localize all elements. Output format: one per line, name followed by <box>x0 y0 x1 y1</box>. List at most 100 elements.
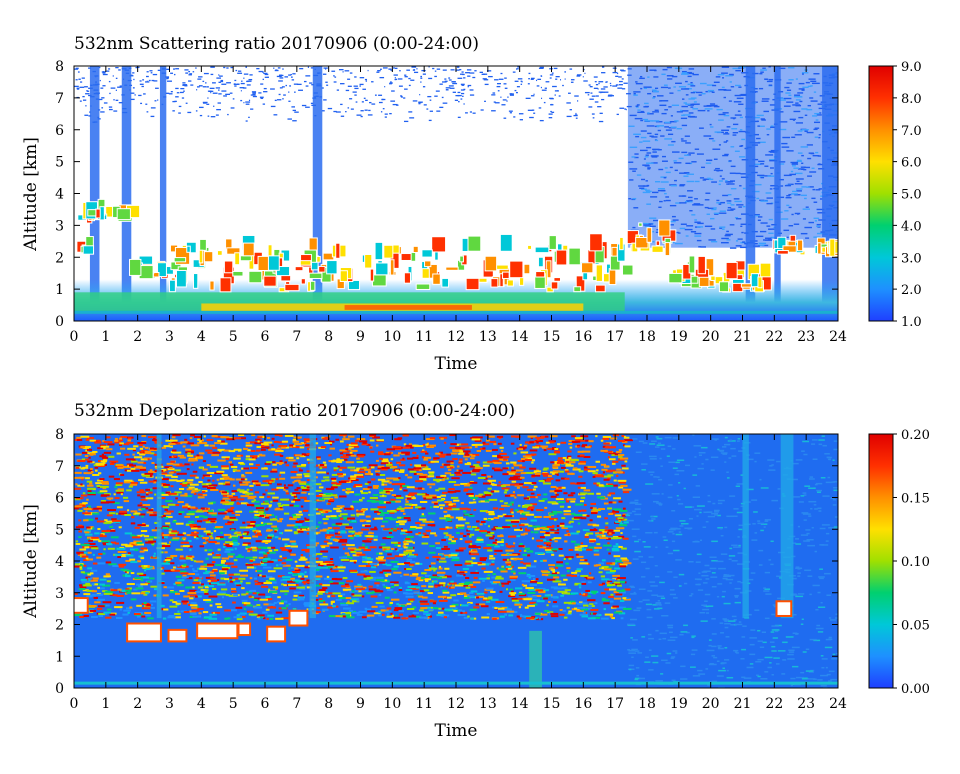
depol-speckle <box>325 479 330 481</box>
noise-speckle <box>691 161 696 162</box>
depol-speckle <box>467 526 471 528</box>
noise-speckle <box>740 226 742 227</box>
noise-speckle <box>218 102 221 103</box>
depol-speckle <box>324 578 332 580</box>
cloud-cell <box>384 245 393 258</box>
depol-speckle <box>523 554 528 556</box>
noise-speckle <box>237 73 242 74</box>
depol-speckle <box>342 489 345 491</box>
y-tick-label: 7 <box>55 91 64 107</box>
noise-speckle <box>458 92 461 93</box>
depol-speckle <box>379 606 385 608</box>
depol-speckle <box>299 511 302 513</box>
noise-speckle <box>795 173 802 174</box>
depol-speckle <box>246 582 251 584</box>
noise-speckle <box>689 112 694 113</box>
depol-speckle <box>421 572 426 574</box>
noise-speckle <box>531 95 534 96</box>
depol-speckle <box>234 616 243 618</box>
noise-speckle <box>243 78 244 79</box>
depol-speckle <box>202 483 207 485</box>
noise-speckle <box>791 193 798 194</box>
depol-speckle <box>169 472 174 474</box>
depol-speckle <box>577 531 581 533</box>
cloud-cell <box>416 284 430 289</box>
noise-speckle <box>74 68 78 69</box>
depol-speckle <box>245 493 253 495</box>
depol-speckle <box>250 577 253 579</box>
noise-speckle <box>655 134 658 135</box>
noise-speckle <box>517 86 520 87</box>
noise-speckle <box>685 135 690 136</box>
noise-speckle <box>368 110 370 111</box>
depol-speckle <box>209 445 215 447</box>
noise-speckle <box>275 69 277 70</box>
depol-speckle <box>419 617 427 619</box>
depol-speckle <box>94 597 98 599</box>
depol-speckle <box>618 546 622 548</box>
depol-speckle <box>572 602 576 604</box>
noise-speckle <box>628 198 631 199</box>
noise-speckle <box>741 232 743 233</box>
noise-speckle <box>654 70 657 71</box>
noise-speckle <box>409 117 414 118</box>
cloud-cell <box>422 250 432 257</box>
noise-speckle <box>595 101 599 102</box>
depol-speckle <box>242 600 248 602</box>
noise-speckle <box>725 180 727 181</box>
depol-speckle <box>395 607 403 609</box>
depol-speckle <box>597 516 601 518</box>
noise-speckle <box>681 73 689 74</box>
noise-speckle <box>546 81 550 82</box>
depol-speckle <box>531 493 535 495</box>
noise-speckle <box>396 105 398 106</box>
noise-speckle <box>279 94 281 95</box>
depol-speckle <box>415 522 420 524</box>
cloud-cell <box>659 220 670 236</box>
noise-speckle <box>793 111 800 112</box>
noise-speckle <box>713 207 717 208</box>
noise-speckle <box>743 206 746 207</box>
depol-speckle <box>169 531 172 533</box>
noise-speckle <box>84 86 88 87</box>
x-tick-label: 5 <box>229 329 238 345</box>
depol-speckle <box>379 458 382 460</box>
depol-speckle <box>221 465 229 467</box>
noise-speckle <box>241 83 245 84</box>
noise-speckle <box>674 180 677 181</box>
depol-speckle <box>266 508 268 510</box>
noise-speckle <box>361 116 363 117</box>
noise-speckle <box>633 207 638 208</box>
depol-speckle <box>507 504 512 506</box>
depol-speckle <box>333 527 340 529</box>
depol-speckle <box>412 615 415 617</box>
noise-speckle <box>662 161 668 162</box>
noise-speckle <box>521 81 522 82</box>
noise-speckle <box>687 190 693 191</box>
noise-speckle <box>635 81 637 82</box>
noise-speckle <box>366 80 367 81</box>
noise-speckle <box>199 107 204 108</box>
noise-speckle <box>622 78 624 79</box>
cloud-cell <box>726 262 737 278</box>
depol-speckle <box>259 496 264 498</box>
depol-speckle <box>317 607 320 609</box>
noise-speckle <box>225 94 230 95</box>
depol-speckle <box>483 547 491 549</box>
depol-speckle <box>321 480 325 482</box>
depol-speckle <box>386 587 390 589</box>
noise-speckle <box>718 213 726 214</box>
depol-speckle <box>220 443 227 445</box>
depol-speckle <box>274 549 278 551</box>
depol-speckle <box>154 494 156 496</box>
noise-speckle <box>111 87 116 88</box>
noise-speckle <box>807 144 813 145</box>
noise-speckle <box>718 119 724 120</box>
noise-speckle <box>608 95 612 96</box>
depol-speckle <box>354 484 362 486</box>
x-tick-label: 15 <box>543 329 561 345</box>
depol-speckle <box>343 454 347 456</box>
depol-speckle <box>576 554 579 556</box>
noise-speckle <box>237 84 240 85</box>
cloud-cell <box>404 273 410 283</box>
